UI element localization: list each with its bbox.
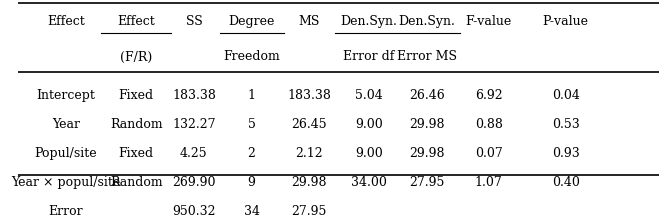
Text: 0.40: 0.40 [552, 176, 579, 189]
Text: 29.98: 29.98 [292, 176, 327, 189]
Text: 34.00: 34.00 [351, 176, 387, 189]
Text: 4.25: 4.25 [180, 147, 208, 160]
Text: 0.88: 0.88 [475, 118, 503, 131]
Text: P-value: P-value [543, 15, 589, 28]
Text: 9: 9 [248, 176, 255, 189]
Text: (F/R): (F/R) [120, 51, 152, 63]
Text: 29.98: 29.98 [409, 118, 444, 131]
Text: 6.92: 6.92 [475, 89, 502, 102]
Text: Random: Random [110, 118, 162, 131]
Text: Fixed: Fixed [119, 89, 154, 102]
Text: Random: Random [110, 176, 162, 189]
Text: 269.90: 269.90 [172, 176, 216, 189]
Text: Year: Year [51, 118, 80, 131]
Text: 26.45: 26.45 [292, 118, 327, 131]
Text: Effect: Effect [47, 15, 84, 28]
Text: 2: 2 [248, 147, 255, 160]
Text: Error MS: Error MS [397, 51, 457, 63]
Text: Fixed: Fixed [119, 147, 154, 160]
Text: 5.04: 5.04 [355, 89, 383, 102]
Text: 183.38: 183.38 [287, 89, 331, 102]
Text: 1.07: 1.07 [475, 176, 503, 189]
Text: Den.Syn.: Den.Syn. [341, 15, 397, 28]
Text: F-value: F-value [466, 15, 512, 28]
Text: Error: Error [48, 205, 83, 218]
Text: Den.Syn.: Den.Syn. [398, 15, 455, 28]
Text: Effect: Effect [117, 15, 155, 28]
Text: 1: 1 [248, 89, 255, 102]
Text: 0.53: 0.53 [552, 118, 579, 131]
Text: Freedom: Freedom [223, 51, 280, 63]
Text: 9.00: 9.00 [355, 118, 383, 131]
Text: Degree: Degree [228, 15, 275, 28]
Text: 27.95: 27.95 [409, 176, 444, 189]
Text: 26.46: 26.46 [409, 89, 444, 102]
Text: 132.27: 132.27 [172, 118, 216, 131]
Text: Intercept: Intercept [36, 89, 95, 102]
Text: 2.12: 2.12 [296, 147, 323, 160]
Text: 34: 34 [244, 205, 259, 218]
Text: 950.32: 950.32 [172, 205, 216, 218]
Text: 0.93: 0.93 [552, 147, 579, 160]
Text: Error df: Error df [343, 51, 395, 63]
Text: Year × popul/site: Year × popul/site [11, 176, 120, 189]
Text: 27.95: 27.95 [292, 205, 327, 218]
Text: SS: SS [185, 15, 203, 28]
Text: 0.07: 0.07 [475, 147, 503, 160]
Text: 0.04: 0.04 [552, 89, 579, 102]
Text: 5: 5 [248, 118, 255, 131]
Text: 183.38: 183.38 [172, 89, 216, 102]
Text: 9.00: 9.00 [355, 147, 383, 160]
Text: Popul/site: Popul/site [34, 147, 97, 160]
Text: 29.98: 29.98 [409, 147, 444, 160]
Text: MS: MS [298, 15, 320, 28]
